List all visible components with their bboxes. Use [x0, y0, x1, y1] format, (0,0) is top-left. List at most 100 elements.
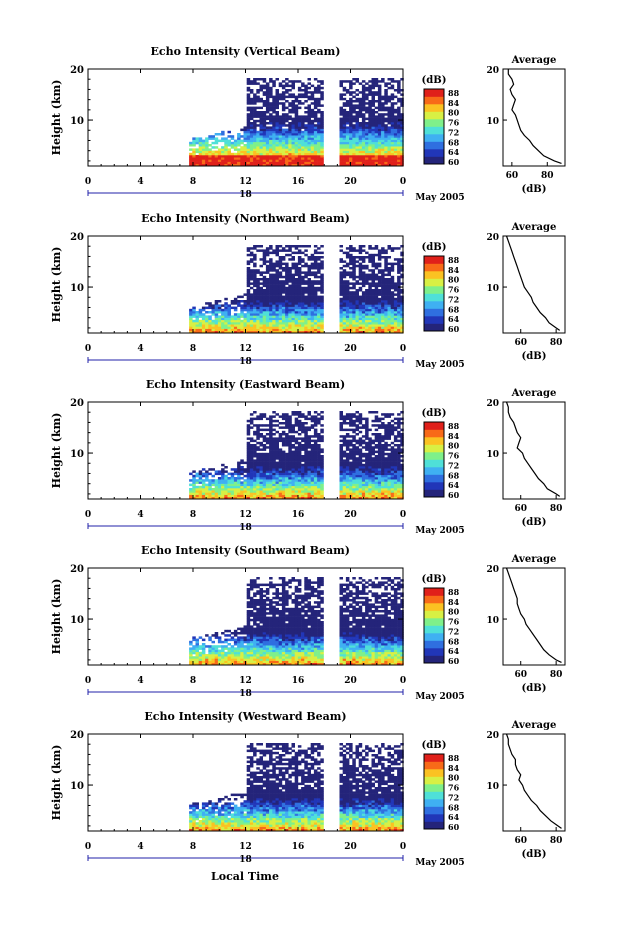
colorbar-swatch: [424, 156, 444, 165]
x-tick-label: 20: [344, 177, 357, 187]
colorbar-swatch: [424, 119, 444, 127]
x-tick-label: 12: [239, 344, 252, 354]
x-tick-label: 4: [137, 177, 143, 187]
date-label: May 2005: [415, 526, 464, 536]
profile-xlabel: (dB): [522, 683, 547, 694]
colorbar-swatch: [424, 437, 444, 445]
colorbar-swatch: [424, 791, 444, 800]
colorbar-tick-label: 68: [448, 636, 460, 646]
panel-4: Echo Intensity (Westward Beam) 20 10 Height…: [50, 710, 566, 868]
x-tick-label: 20: [344, 510, 357, 520]
colorbar-frame: [423, 753, 445, 830]
date-label: May 2005: [415, 193, 464, 203]
profile-y-tick-label: 10: [486, 782, 499, 792]
x-tick-label: 0: [85, 510, 91, 520]
day-label: 18: [239, 190, 252, 200]
colorbar-swatch: [424, 610, 444, 619]
colorbar-tick-label: 60: [448, 656, 460, 666]
x-tick-label: 4: [137, 344, 143, 354]
heatmap-cells: [189, 78, 404, 167]
colorbar-tick-label: 88: [448, 753, 460, 763]
y-axis-label: Height (km): [50, 80, 63, 156]
profile-frame: [502, 567, 566, 666]
date-label: May 2005: [415, 858, 464, 868]
colorbar-label: (dB): [422, 740, 447, 751]
profile-line: [505, 567, 562, 663]
y-tick-label: 10: [70, 615, 84, 626]
profile-frame: [502, 68, 566, 167]
profile-xlabel: (dB): [522, 184, 547, 195]
colorbar-tick-label: 76: [448, 118, 460, 128]
profile-x-tick-label: 80: [541, 171, 554, 181]
colorbar-swatch: [424, 588, 444, 596]
colorbar-tick-label: 88: [448, 88, 460, 98]
x-tick-label: 20: [344, 676, 357, 686]
day-label: 18: [239, 523, 252, 533]
y-axis-label: Height (km): [50, 413, 63, 489]
x-tick-label: 12: [239, 842, 252, 852]
y-axis-label: Height (km): [50, 579, 63, 655]
profile-x-tick-label: 60: [514, 338, 527, 348]
colorbar-swatch: [424, 141, 444, 150]
profile-y-tick-label: 10: [486, 284, 499, 294]
colorbar-swatch: [424, 263, 444, 272]
date-label: May 2005: [415, 360, 464, 370]
colorbar-swatch: [424, 603, 444, 611]
x-tick-label: 16: [292, 842, 305, 852]
colorbar-swatch: [424, 474, 444, 483]
panel-2: Echo Intensity (Eastward Beam) 20 10 Height…: [50, 378, 566, 536]
profile-y-tick-label: 20: [486, 565, 499, 575]
colorbar-tick-label: 72: [448, 294, 459, 304]
profile-y-tick-label: 10: [486, 450, 499, 460]
colorbar-swatch: [424, 278, 444, 287]
colorbar-tick-label: 64: [448, 646, 460, 656]
colorbar-swatch: [424, 459, 444, 468]
colorbar-swatch: [424, 761, 444, 770]
colorbar-swatch: [424, 256, 444, 264]
day-label: 18: [239, 357, 252, 367]
x-tick-label: 4: [137, 676, 143, 686]
colorbar-tick-label: 84: [448, 265, 460, 275]
x-tick-label: 16: [292, 177, 305, 187]
panel-title: Echo Intensity (Eastward Beam): [146, 378, 345, 391]
profile-x-tick-label: 60: [514, 836, 527, 846]
profile-x-tick-label: 60: [514, 504, 527, 514]
profile-frame: [502, 235, 566, 334]
colorbar-tick-label: 72: [448, 626, 459, 636]
colorbar-tick-label: 80: [448, 275, 460, 285]
x-tick-label: 0: [400, 177, 406, 187]
colorbar-swatch: [424, 126, 444, 135]
colorbar-tick-label: 68: [448, 470, 460, 480]
colorbar-swatch: [424, 308, 444, 317]
colorbar-swatch: [424, 648, 444, 656]
colorbar-swatch: [424, 293, 444, 302]
colorbar-swatch: [424, 323, 444, 332]
colorbar-swatch: [424, 754, 444, 762]
panel-title: Echo Intensity (Westward Beam): [144, 710, 346, 723]
profile-title: Average: [511, 55, 557, 66]
x-tick-label: 0: [400, 842, 406, 852]
y-tick-label: 10: [70, 449, 84, 460]
colorbar-tick-label: 84: [448, 597, 460, 607]
date-label: May 2005: [415, 692, 464, 702]
x-tick-label: 16: [292, 510, 305, 520]
profile-x-tick-label: 80: [550, 338, 563, 348]
profile-y-tick-label: 10: [486, 616, 499, 626]
colorbar-label: (dB): [422, 75, 447, 86]
colorbar-swatch: [424, 769, 444, 777]
colorbar-swatch: [424, 96, 444, 105]
colorbar-tick-label: 80: [448, 773, 460, 783]
colorbar-swatch: [424, 595, 444, 604]
colorbar-tick-label: 76: [448, 285, 460, 295]
profile-line: [507, 69, 562, 164]
colorbar-tick-label: 68: [448, 802, 460, 812]
x-tick-label: 8: [190, 842, 196, 852]
colorbar-tick-label: 68: [448, 304, 460, 314]
colorbar-frame: [423, 587, 445, 664]
colorbar-swatch: [424, 422, 444, 430]
x-tick-label: 16: [292, 676, 305, 686]
profile-xlabel: (dB): [522, 517, 547, 528]
colorbar-swatch: [424, 482, 444, 490]
colorbar-swatch: [424, 286, 444, 294]
